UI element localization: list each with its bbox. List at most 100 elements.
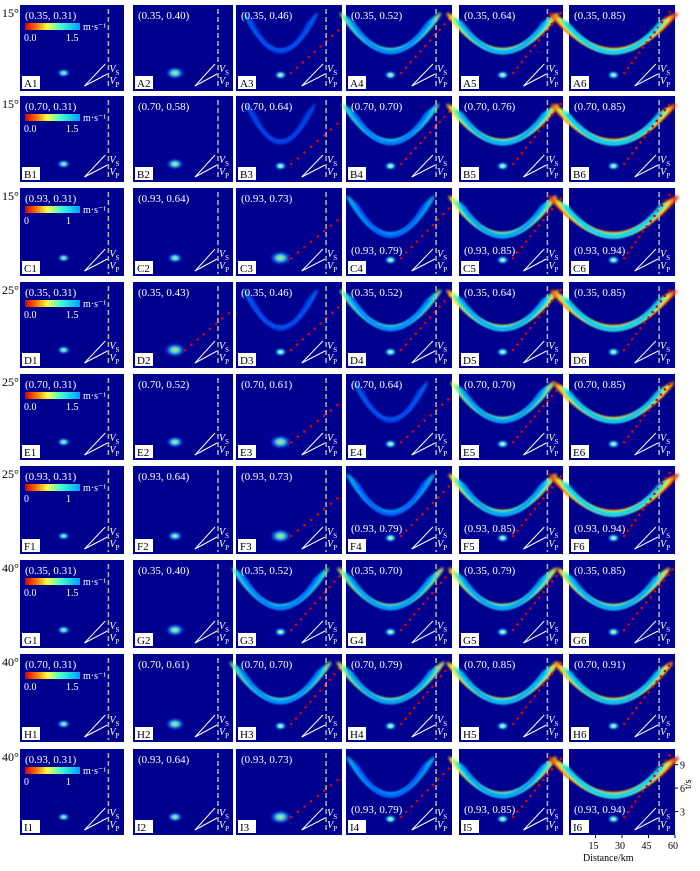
data-point [542,33,545,37]
panel-coordinate: (0.93, 0.94) [574,804,626,816]
vs-label: VS [109,527,119,540]
vs-subscript: S [443,160,447,168]
vp-slope-line [84,73,108,87]
panel-label-box [135,76,153,89]
data-point [542,310,545,314]
data-point [443,576,447,579]
vp-slope-line [301,164,326,178]
vp-subscript: P [116,172,120,180]
panel-label-box [238,76,256,89]
data-point [533,415,537,418]
data-point [438,305,441,308]
data-point [333,580,336,584]
data-point [329,224,333,227]
source-blob [56,719,72,729]
vp-slope-line [411,630,436,644]
vp-subscript: P [333,544,337,552]
data-point [414,146,417,150]
panel-label-box [571,261,589,274]
data-point [399,534,403,538]
vs-subscript: S [333,346,337,354]
panel-label-box [348,76,366,89]
data-point [649,219,652,223]
vp-subscript: P [225,172,229,180]
vp-subscript: P [666,450,670,458]
x-tick-label: 60 [668,841,678,852]
data-point [516,810,519,814]
data-point [542,124,545,128]
vp-slope-line [194,73,218,87]
panel-label-box [571,445,589,458]
vs-slope-line [411,432,434,456]
panel-label-box [22,261,40,274]
panel-label-box [135,261,153,274]
data-point [651,310,654,314]
vs-subscript: S [116,438,120,446]
panel-label-box [135,820,153,833]
vp-label: VP [660,353,670,366]
vs-label: VS [109,64,119,77]
panel-label-box [22,727,40,740]
data-point [307,55,311,59]
data-point [524,332,528,335]
data-point [428,131,432,134]
vp-label: VP [109,633,119,646]
data-point [520,151,524,155]
data-point [417,424,421,428]
data-point [447,767,451,770]
vp-slope-line [194,724,218,738]
panel-label-box [348,633,366,646]
vp-label: VP [548,820,558,833]
panel-label-box [461,539,479,552]
vs-slope-line [411,63,434,87]
vp-slope-line [84,350,108,364]
data-point [336,306,340,309]
vs-subscript: S [225,69,229,77]
panel-label-box [238,727,256,740]
data-point [409,152,413,155]
panel-label: A4 [350,78,364,90]
panel-label: D2 [137,355,150,367]
data-point [559,288,563,292]
wavefront-curve [463,390,543,423]
wavefront-curve [565,765,663,799]
vp-label: VP [327,633,337,646]
colorbar-unit: m·s⁻¹ [83,577,106,588]
colorbar-max: 1.5 [66,124,79,135]
data-point [663,108,667,112]
vs-label: VS [219,341,229,354]
vs-subscript: S [333,69,337,77]
panel-label-box [238,261,256,274]
data-point [296,810,300,814]
vs-label: VS [219,64,229,77]
source-blob [606,255,621,265]
data-point [516,435,519,439]
data-point [202,332,206,336]
vp-label: VP [548,353,558,366]
data-point [289,71,293,75]
vp-subscript: P [443,172,447,180]
vp-label: VP [219,445,229,458]
vs-slope-line [634,63,657,87]
panel-label: E1 [24,447,36,459]
colorbar-max: 1.5 [66,682,79,693]
vs-subscript: S [333,438,337,446]
data-point [431,783,435,787]
data-point [546,491,550,495]
panel-label: H3 [240,729,254,741]
vs-slope-line [523,340,545,364]
data-point [663,388,667,391]
data-point [524,518,528,522]
panel-coordinate: (0.35, 0.43) [138,287,190,299]
data-point [667,664,671,668]
vs-slope-line [194,432,216,456]
source-blob [166,252,184,264]
data-point [542,496,545,500]
data-point [537,130,541,133]
data-point [667,382,671,386]
